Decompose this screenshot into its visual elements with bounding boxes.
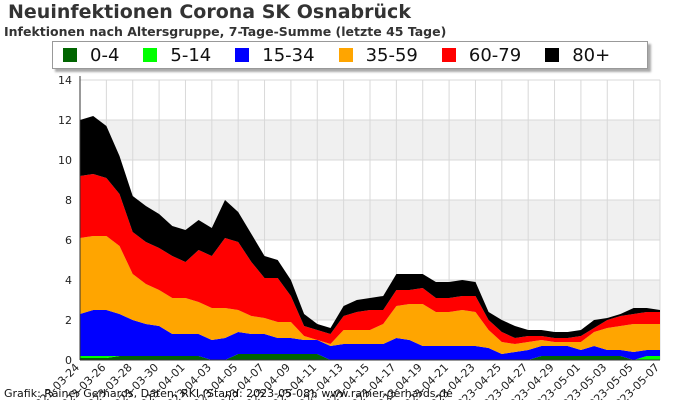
legend-item: 60-79 bbox=[441, 44, 522, 66]
legend-item: 35-59 bbox=[338, 44, 418, 66]
legend-swatch bbox=[235, 48, 250, 62]
legend-label: 60-79 bbox=[468, 44, 522, 66]
legend-label: 0-4 bbox=[90, 44, 120, 66]
series-area-0-4 bbox=[80, 354, 660, 360]
series-area-35-59 bbox=[80, 236, 660, 354]
legend-label: 15-34 bbox=[262, 44, 315, 66]
legend-swatch bbox=[63, 48, 77, 62]
series-area-15-34 bbox=[80, 310, 660, 360]
legend-item: 80+ bbox=[545, 45, 610, 66]
y-tick-label: 6 bbox=[65, 234, 72, 247]
legend-swatch bbox=[338, 48, 353, 62]
y-tick-label: 0 bbox=[65, 354, 72, 367]
legend-item: 0-4 bbox=[63, 45, 119, 66]
legend-item: 5-14 bbox=[143, 45, 211, 66]
y-tick-label: 2 bbox=[65, 314, 72, 327]
legend: 0-4 5-14 15-34 35-59 60-79 80+ bbox=[52, 41, 648, 69]
chart-subtitle: Infektionen nach Altersgruppe, 7-Tage-Su… bbox=[4, 24, 447, 39]
y-tick-label: 8 bbox=[65, 194, 72, 207]
legend-item: 15-34 bbox=[235, 44, 315, 66]
y-tick-label: 12 bbox=[58, 114, 72, 127]
y-tick-label: 10 bbox=[58, 154, 72, 167]
legend-label: 5-14 bbox=[170, 44, 212, 66]
series-area-80+ bbox=[80, 116, 660, 338]
chart-title: Neuinfektionen Corona SK Osnabrück bbox=[8, 1, 411, 23]
legend-label: 80+ bbox=[572, 44, 611, 66]
legend-swatch bbox=[143, 48, 158, 62]
credit-text: Grafik: Rainer Gerhards, Daten: RKI (Sta… bbox=[4, 387, 453, 400]
y-tick-label: 4 bbox=[65, 274, 72, 287]
legend-swatch bbox=[545, 48, 560, 62]
y-tick-label: 14 bbox=[58, 74, 72, 87]
series-area-60-79 bbox=[80, 174, 660, 344]
legend-swatch bbox=[441, 48, 456, 62]
legend-label: 35-59 bbox=[365, 44, 418, 66]
